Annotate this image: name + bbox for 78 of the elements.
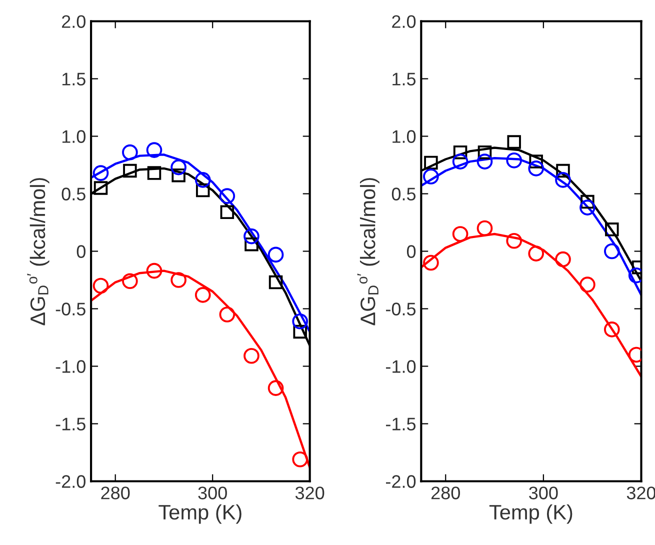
x-tick-label: 280 bbox=[101, 486, 130, 500]
point bbox=[170, 159, 186, 176]
point bbox=[292, 451, 308, 468]
point bbox=[452, 226, 468, 242]
point bbox=[452, 154, 468, 170]
x-tick-label: 280 bbox=[431, 486, 460, 500]
point bbox=[220, 205, 234, 220]
x-axis-title: Temp (K) bbox=[158, 504, 242, 524]
x-tick-label: 320 bbox=[295, 486, 324, 500]
point bbox=[194, 287, 211, 303]
point bbox=[244, 348, 260, 364]
point bbox=[293, 324, 307, 339]
point bbox=[292, 313, 308, 330]
point bbox=[555, 172, 571, 188]
y-axis-title: ΔG$_{D}$$^{o′}$ (kcal/mol) bbox=[27, 178, 50, 326]
point bbox=[122, 273, 138, 290]
point bbox=[196, 183, 210, 198]
x-axis-title: Temp (K) bbox=[489, 504, 572, 524]
point bbox=[528, 160, 544, 176]
point bbox=[580, 194, 594, 209]
point bbox=[219, 188, 236, 204]
y-tick-label: 1.0 bbox=[62, 130, 86, 143]
y-tick-label: 1.0 bbox=[392, 130, 416, 143]
point bbox=[94, 181, 108, 195]
point bbox=[244, 237, 258, 252]
point bbox=[478, 145, 492, 160]
point bbox=[268, 275, 283, 290]
y-tick-label: 0 bbox=[406, 245, 416, 258]
point bbox=[423, 254, 439, 271]
point bbox=[122, 144, 138, 160]
point bbox=[92, 278, 109, 294]
point bbox=[219, 306, 236, 322]
point bbox=[244, 228, 260, 244]
y-tick-label: -1.0 bbox=[56, 360, 86, 373]
y-tick-label: 0 bbox=[76, 245, 86, 258]
point bbox=[476, 220, 493, 236]
point bbox=[580, 276, 596, 293]
y-tick-label: 2.0 bbox=[392, 15, 416, 28]
point bbox=[123, 164, 137, 178]
x-tick-label: 300 bbox=[198, 486, 227, 500]
point bbox=[506, 232, 522, 249]
point bbox=[172, 168, 186, 182]
y-tick-label: 1.5 bbox=[62, 72, 86, 86]
y-tick-label: -1.0 bbox=[386, 360, 416, 373]
point bbox=[529, 154, 543, 168]
y-tick-label: -0.5 bbox=[56, 302, 86, 316]
y-tick-label: -2.0 bbox=[386, 475, 416, 488]
point bbox=[506, 152, 522, 168]
point bbox=[605, 222, 619, 236]
y-tick-label: -1.5 bbox=[386, 418, 416, 430]
point bbox=[194, 172, 211, 188]
point bbox=[604, 243, 620, 260]
point bbox=[528, 246, 544, 262]
point bbox=[146, 142, 162, 158]
point bbox=[476, 154, 493, 170]
point bbox=[604, 322, 620, 338]
point bbox=[268, 246, 284, 263]
point bbox=[92, 165, 109, 181]
y-tick-label: 2.0 bbox=[62, 15, 86, 28]
point bbox=[507, 135, 521, 149]
point bbox=[147, 166, 162, 180]
point bbox=[423, 168, 439, 184]
y-tick-label: 1.5 bbox=[392, 72, 416, 86]
y-tick-label: -0.5 bbox=[386, 302, 416, 316]
point bbox=[146, 262, 162, 279]
point bbox=[453, 145, 468, 160]
y-axis-title: ΔG$_{D}$$^{o′}$ (kcal/mol) bbox=[357, 178, 380, 326]
point bbox=[580, 200, 596, 216]
y-tick-label: -1.5 bbox=[56, 418, 86, 430]
point bbox=[424, 156, 438, 170]
point bbox=[556, 164, 570, 178]
y-tick-label: 0.5 bbox=[392, 188, 416, 200]
point bbox=[170, 272, 186, 288]
point bbox=[555, 251, 571, 268]
y-tick-label: -2.0 bbox=[56, 475, 86, 488]
point bbox=[268, 380, 284, 396]
x-tick-label: 300 bbox=[529, 486, 558, 500]
y-tick-label: 0.5 bbox=[62, 188, 86, 200]
